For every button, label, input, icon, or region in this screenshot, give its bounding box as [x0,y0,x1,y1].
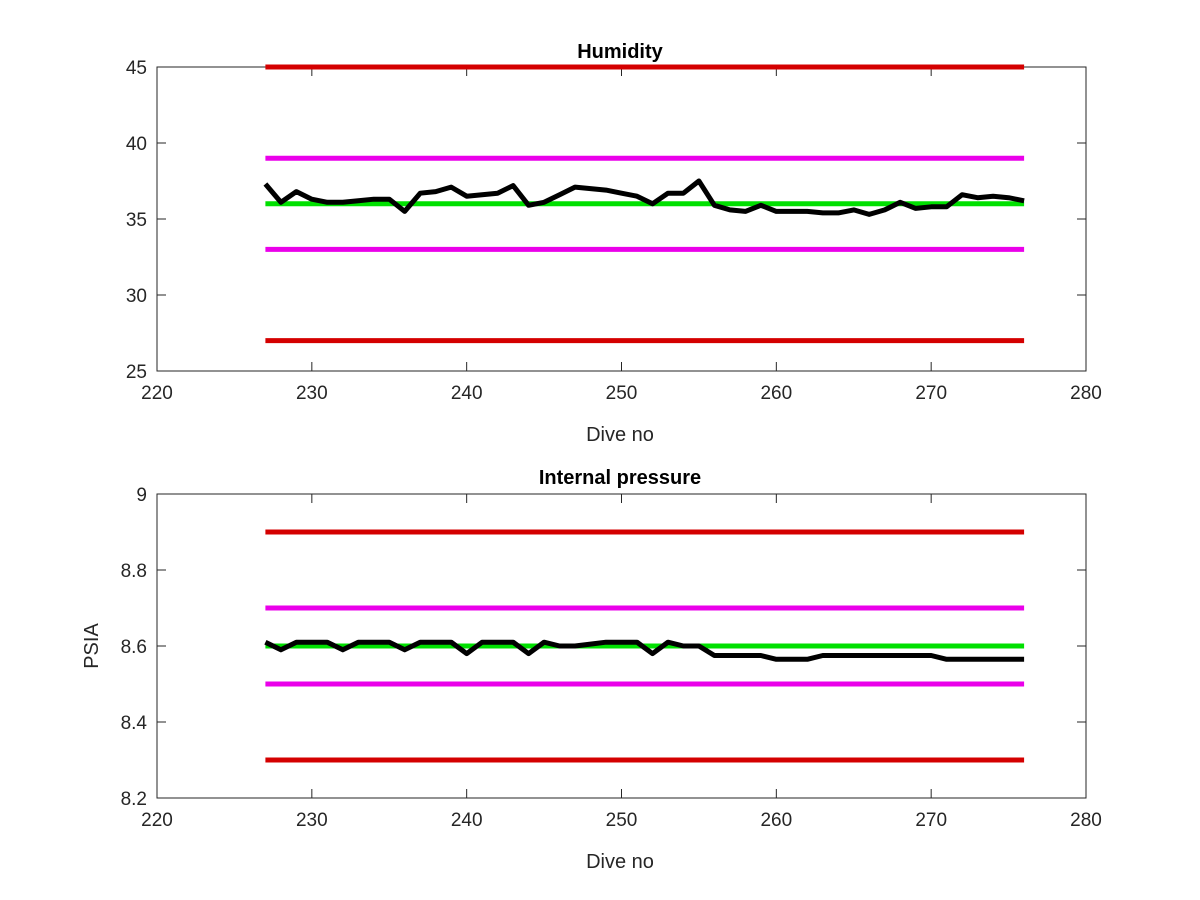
internal-pressure-y-axis-label: PSIA [81,623,103,669]
humidity-x-axis-label: Dive no [586,424,654,446]
x-tick-label: 250 [606,810,638,831]
y-tick-label: 45 [126,58,147,79]
x-tick-label: 270 [915,810,947,831]
x-tick-label: 220 [141,383,173,404]
x-tick-label: 260 [760,810,792,831]
internal-pressure-title: Internal pressure [539,467,701,489]
x-tick-label: 240 [451,383,483,404]
humidity-panel: Humidity 220 230 240 250 260 270 280 25 30 35 40 4… [126,41,1102,446]
internal-pressure-series [264,529,1025,763]
x-tick-label: 220 [141,810,173,831]
x-tick-label: 280 [1070,810,1102,831]
x-tick-label: 240 [451,810,483,831]
y-tick-label: 35 [126,210,147,231]
humidity-x-ticks: 220 230 240 250 260 270 280 [141,67,1102,404]
y-tick-label: 8.8 [121,561,147,582]
x-tick-label: 270 [915,383,947,404]
internal-pressure-x-axis-label: Dive no [586,851,654,873]
y-tick-label: 9 [136,485,147,506]
x-tick-label: 230 [296,383,328,404]
y-tick-label: 8.2 [121,789,147,810]
internal-pressure-panel: Internal pressure 220 230 240 250 260 270 280 … [81,467,1102,873]
internal-pressure-series-line-5 [264,639,1025,662]
y-tick-label: 40 [126,134,147,155]
humidity-series-line-5 [263,178,1025,217]
internal-pressure-x-ticks: 220 230 240 250 260 270 280 [141,494,1102,831]
humidity-axes-box [156,66,1087,372]
x-tick-label: 250 [606,383,638,404]
y-tick-label: 8.6 [121,637,147,658]
humidity-y-ticks: 25 30 35 40 45 [126,58,1086,383]
y-tick-label: 30 [126,286,147,307]
internal-pressure-y-ticks: 8.2 8.4 8.6 8.8 9 [121,485,1086,810]
humidity-title: Humidity [577,41,663,63]
humidity-series [263,64,1025,344]
y-tick-label: 8.4 [121,713,148,734]
y-tick-label: 25 [126,362,147,383]
x-tick-label: 230 [296,810,328,831]
x-tick-label: 260 [760,383,792,404]
x-tick-label: 280 [1070,383,1102,404]
